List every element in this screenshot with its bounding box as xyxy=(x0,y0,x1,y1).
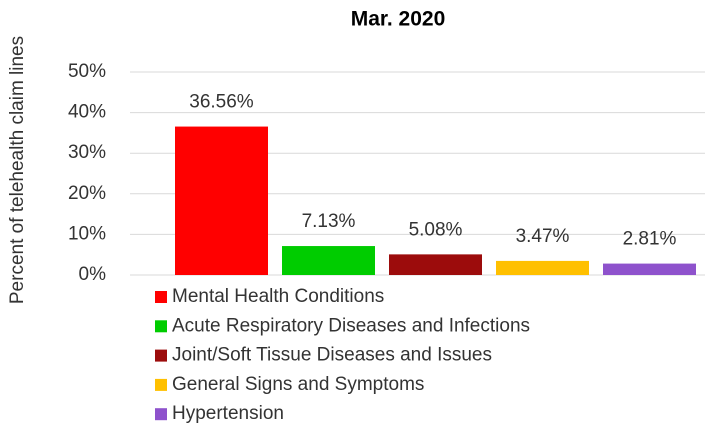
data-label: 7.13% xyxy=(302,211,356,232)
data-label: 36.56% xyxy=(189,92,254,113)
y-tick-label: 30% xyxy=(68,142,106,163)
y-tick-label: 20% xyxy=(68,183,106,204)
legend-swatch xyxy=(155,349,167,362)
y-tick-label: 0% xyxy=(79,264,107,285)
y-tick-label: 40% xyxy=(68,102,106,123)
data-label: 2.81% xyxy=(623,229,677,250)
bar xyxy=(389,254,482,275)
legend-label: Hypertension xyxy=(172,403,284,424)
y-axis-label: Percent of telehealth claim lines xyxy=(7,36,28,304)
legend-swatch xyxy=(155,320,167,333)
data-label: 5.08% xyxy=(409,219,463,240)
legend-swatch xyxy=(155,378,167,391)
legend-label: General Signs and Symptoms xyxy=(172,374,424,395)
legend-swatch xyxy=(155,291,167,303)
y-tick-label: 50% xyxy=(68,61,106,82)
bar xyxy=(282,246,375,275)
chart-title: Mar. 2020 xyxy=(351,8,446,31)
y-tick-label: 10% xyxy=(68,223,106,244)
bar xyxy=(496,260,589,275)
bar xyxy=(603,263,696,275)
bar xyxy=(175,126,268,275)
legend-label: Mental Health Conditions xyxy=(172,286,384,307)
data-label: 3.47% xyxy=(516,226,570,247)
legend-label: Joint/Soft Tissue Diseases and Issues xyxy=(172,345,492,366)
legend-label: Acute Respiratory Diseases and Infection… xyxy=(172,315,530,336)
legend-swatch xyxy=(155,408,167,421)
